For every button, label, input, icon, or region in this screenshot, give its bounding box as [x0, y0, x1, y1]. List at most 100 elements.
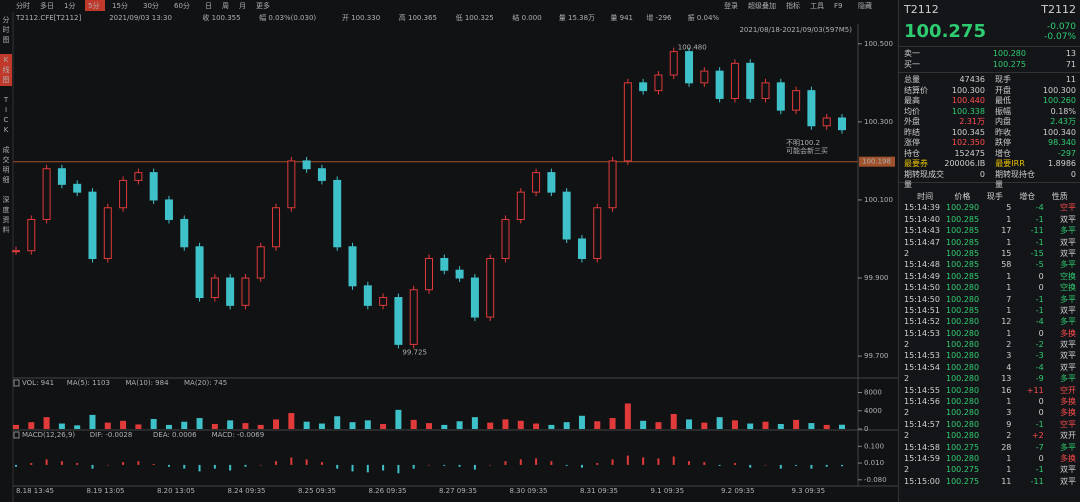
toolbar-tab[interactable]: 1分	[64, 1, 75, 10]
trade-header-cell: 时间	[917, 192, 934, 201]
last-price: 100.275	[904, 21, 986, 42]
toolbar-tab[interactable]: 日	[205, 2, 212, 10]
trade-price: 100.280	[946, 385, 980, 395]
trade-nature: 双平	[1059, 305, 1076, 315]
trade-header-cell: 增仓	[1019, 192, 1036, 201]
candle	[547, 172, 556, 193]
volume-bar	[502, 419, 509, 429]
candle	[226, 277, 235, 306]
macd-bar	[244, 464, 247, 467]
toolbar-tab[interactable]: 60分	[174, 1, 190, 10]
candle	[425, 258, 433, 291]
trade-row: 2 100.285 15 -15 双平	[899, 248, 1080, 259]
trade-time: 15:14:50	[904, 294, 940, 304]
trade-time: 2	[904, 465, 910, 475]
trade-price: 100.280	[946, 317, 980, 327]
volume-bar	[196, 418, 203, 429]
stat-label: 总量	[904, 75, 920, 84]
side-tab[interactable]: K	[4, 56, 9, 64]
panel-header: MACD: -0.0069	[212, 431, 265, 439]
panel-header: VOL: 941	[22, 379, 54, 387]
toolbar-button[interactable]: 隐藏	[858, 1, 872, 10]
change-value: -0.070	[1046, 22, 1076, 32]
trade-nature: 多换	[1059, 408, 1076, 418]
stat-row: 结算价 100.300 开盘 100.300	[899, 86, 1080, 97]
price-block: 100.275 -0.070 -0.07%	[899, 20, 1080, 44]
trade-oi: +11	[1026, 385, 1044, 395]
toolbar-button[interactable]: 超级叠加	[748, 1, 776, 10]
trade-nature: 多平	[1059, 442, 1076, 452]
candle	[88, 191, 97, 260]
trade-nature: 双平	[1059, 248, 1076, 258]
macd-bar	[183, 464, 186, 469]
x-tick-label: 8.26 09:35	[369, 487, 407, 495]
trade-oi: -11	[1030, 226, 1044, 236]
volume-bar	[211, 423, 218, 429]
stat-value: 100.260	[1042, 96, 1076, 105]
trade-nature: 多换	[1059, 453, 1076, 463]
toolbar-button[interactable]: F9	[834, 2, 842, 10]
y-tick-label: 8000	[864, 389, 882, 397]
toolbar-tab[interactable]: 更多	[256, 1, 270, 10]
trade-oi: -9	[1035, 374, 1044, 384]
trade-price: 100.280	[946, 397, 980, 407]
toolbar-tab[interactable]: 分时	[16, 1, 30, 10]
side-tab[interactable]: T	[3, 96, 9, 104]
macd-bar	[703, 462, 706, 465]
toolbar-button[interactable]: 指标	[786, 1, 800, 10]
trade-qty: 3	[1006, 408, 1012, 418]
trade-time: 15:14:43	[904, 226, 940, 236]
chart-area: 分时 多日 1分 5分 15分 30分 60分日周月更多分时图K线图TICK成交明细深度资料…	[0, 0, 898, 502]
candle	[302, 160, 311, 170]
side-tab[interactable]: 分	[3, 15, 10, 24]
toolbar-tab[interactable]: 5分	[88, 1, 99, 10]
candle	[317, 168, 326, 181]
candle	[516, 191, 525, 220]
macd-bar	[351, 464, 354, 472]
stat-row: 昨结 100.345 昨收 100.340	[899, 128, 1080, 139]
stat-value: 100.300	[1042, 85, 1076, 95]
volume-bar	[181, 421, 188, 429]
toolbar-tab[interactable]: 周	[222, 2, 229, 10]
trade-nature: 双平	[1059, 351, 1076, 361]
macd-bar	[749, 464, 752, 468]
candle	[210, 277, 219, 299]
macd-bar	[76, 463, 79, 465]
book-price: 100.280	[992, 49, 1026, 58]
volume-bar	[28, 422, 35, 429]
trade-oi: -4	[1035, 203, 1044, 213]
toolbar-button[interactable]: 工具	[810, 2, 824, 10]
macd-bar	[167, 464, 170, 467]
side-tab[interactable]: 深	[3, 195, 10, 204]
candle	[623, 82, 632, 162]
panel-header: MA(5): 1103	[67, 379, 110, 387]
trade-time: 15:14:58	[904, 442, 940, 452]
toolbar-button[interactable]: 登录	[724, 1, 738, 10]
trade-row: 15:14:59 100.280 1 0 多换	[899, 453, 1080, 464]
trade-time: 2	[904, 340, 910, 350]
stat-row: 外盘 2.31万 内盘 2.43万	[899, 117, 1080, 128]
order-book: 卖一 100.280 13 买一 100.275 71	[899, 46, 1080, 73]
toolbar-tab[interactable]: 多日	[40, 1, 54, 10]
toolbar-tab[interactable]: 15分	[112, 1, 128, 10]
stat-row: 期转现成交量 0 期转现持仓量 0	[899, 170, 1080, 190]
trade-nature: 双平	[1059, 362, 1076, 372]
side-tab[interactable]: 成	[3, 145, 10, 154]
trade-time: 2	[904, 374, 910, 384]
macd-bar	[458, 464, 461, 467]
trade-qty: 1	[1006, 453, 1012, 463]
trade-time: 15:14:54	[904, 362, 940, 372]
stat-label: 最低	[995, 96, 1011, 105]
book-label: 卖一	[904, 49, 920, 58]
volume-bar	[104, 422, 111, 429]
candle	[746, 62, 755, 99]
trade-nature: 双平	[1059, 340, 1076, 350]
side-tab: C	[4, 116, 9, 124]
trade-row: 15:14:43 100.285 17 -11 多平	[899, 225, 1080, 236]
volume-bar	[89, 414, 96, 429]
macd-bar	[642, 457, 645, 465]
toolbar-tab[interactable]: 月	[239, 2, 246, 10]
trade-oi: -1	[1035, 237, 1044, 247]
toolbar-tab[interactable]: 30分	[143, 1, 159, 10]
candle	[57, 168, 66, 185]
